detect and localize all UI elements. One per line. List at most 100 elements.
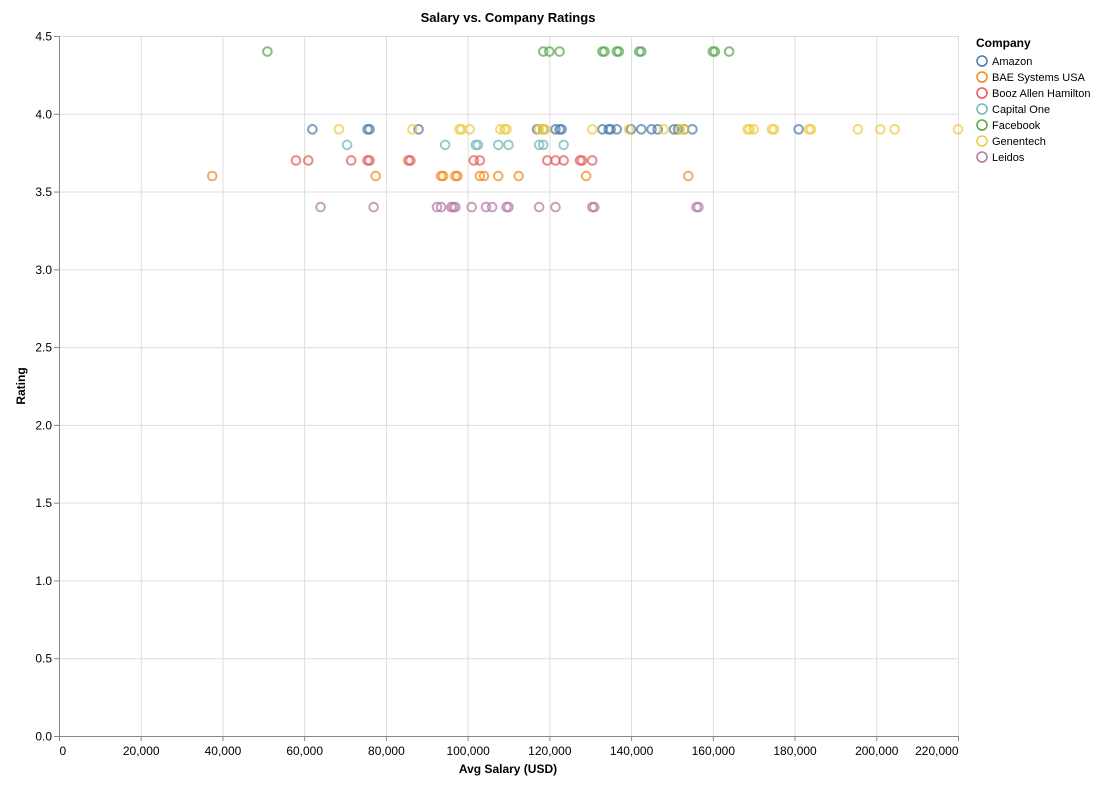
legend-symbol-facebook bbox=[976, 119, 988, 131]
point-leidos bbox=[431, 201, 443, 213]
y-tick-label: 0.5 bbox=[35, 652, 52, 666]
point-bae-systems-usa bbox=[492, 170, 504, 182]
point-booz-allen-hamilton bbox=[364, 155, 375, 166]
legend-label-bae-systems-usa: BAE Systems USA bbox=[992, 72, 1086, 84]
chart-title: Salary vs. Company Ratings bbox=[421, 10, 596, 25]
point-capital-one bbox=[533, 139, 545, 151]
point-bae-systems-usa bbox=[513, 170, 525, 182]
point-bae-systems-usa bbox=[580, 170, 592, 182]
point-genentech bbox=[407, 124, 418, 135]
point-amazon bbox=[668, 124, 680, 135]
point-genentech bbox=[333, 124, 345, 135]
point-amazon bbox=[550, 124, 561, 135]
point-genentech bbox=[768, 124, 780, 135]
x-tick-label: 80,000 bbox=[368, 744, 405, 758]
point-leidos bbox=[503, 201, 514, 213]
point-genentech bbox=[805, 124, 817, 135]
point-bae-systems-usa bbox=[478, 170, 490, 182]
point-amazon bbox=[646, 124, 657, 135]
point-leidos bbox=[550, 201, 561, 213]
y-tick-label: 4.0 bbox=[35, 107, 52, 121]
x-tick-label: 0 bbox=[60, 744, 67, 758]
legend-symbol-booz-allen-hamilton bbox=[976, 87, 988, 99]
point-bae-systems-usa bbox=[683, 170, 694, 182]
point-leidos bbox=[435, 201, 447, 213]
point-capital-one bbox=[503, 139, 514, 151]
point-leidos bbox=[450, 201, 461, 213]
point-genentech bbox=[658, 124, 670, 135]
point-booz-allen-hamilton bbox=[558, 155, 569, 166]
y-tick-label: 1.5 bbox=[35, 496, 52, 510]
point-facebook bbox=[537, 46, 549, 57]
y-tick-label: 1.0 bbox=[35, 574, 52, 588]
point-capital-one bbox=[472, 139, 484, 151]
point-facebook bbox=[709, 46, 721, 57]
point-booz-allen-hamilton bbox=[586, 155, 598, 166]
point-genentech bbox=[533, 124, 545, 135]
x-tick-label: 220,000 bbox=[915, 744, 959, 758]
point-leidos bbox=[693, 201, 704, 213]
point-genentech bbox=[623, 124, 635, 135]
point-genentech bbox=[539, 124, 551, 135]
y-axis-title: Rating bbox=[14, 367, 28, 404]
point-leidos bbox=[480, 201, 492, 213]
legend: Company Amazon BAE Systems USA Booz Allen … bbox=[976, 36, 1090, 164]
x-tick-label: 20,000 bbox=[123, 744, 160, 758]
legend-symbol-amazon bbox=[976, 55, 988, 67]
point-facebook bbox=[599, 46, 610, 57]
y-tick-label: 4.5 bbox=[35, 30, 52, 44]
point-leidos bbox=[466, 201, 478, 213]
point-amazon bbox=[364, 124, 375, 135]
x-tick-label: 120,000 bbox=[528, 744, 572, 758]
legend-symbol-capital-one bbox=[976, 103, 988, 115]
point-capital-one bbox=[537, 139, 549, 151]
point-booz-allen-hamilton bbox=[405, 155, 416, 166]
point-booz-allen-hamilton bbox=[290, 155, 302, 166]
legend-label-facebook: Facebook bbox=[992, 120, 1041, 132]
point-genentech bbox=[875, 124, 886, 135]
legend-label-leidos: Leidos bbox=[992, 152, 1025, 164]
legend-symbol-genentech bbox=[976, 135, 988, 147]
legend-label-amazon: Amazon bbox=[992, 56, 1032, 68]
point-genentech bbox=[674, 124, 686, 135]
y-tick-label: 2.5 bbox=[35, 341, 52, 355]
point-amazon bbox=[611, 124, 623, 135]
point-amazon bbox=[605, 124, 616, 135]
point-bae-systems-usa bbox=[206, 170, 218, 182]
point-booz-allen-hamilton bbox=[345, 155, 357, 166]
x-axis-title: Avg Salary (USD) bbox=[459, 762, 557, 776]
point-amazon bbox=[307, 124, 318, 135]
legend-symbol-leidos bbox=[976, 151, 988, 163]
point-capital-one bbox=[492, 139, 504, 151]
point-facebook bbox=[723, 46, 735, 57]
data-points bbox=[206, 46, 964, 213]
point-genentech bbox=[586, 124, 598, 135]
legend-title: Company bbox=[976, 36, 1031, 50]
point-amazon bbox=[556, 124, 567, 135]
point-capital-one bbox=[341, 139, 353, 151]
legend-label-capital-one: Capital One bbox=[992, 104, 1050, 116]
point-facebook bbox=[544, 46, 555, 57]
point-genentech bbox=[952, 124, 964, 135]
point-amazon bbox=[636, 124, 647, 135]
x-tick-label: 40,000 bbox=[205, 744, 242, 758]
point-booz-allen-hamilton bbox=[474, 155, 486, 166]
point-genentech bbox=[852, 124, 864, 135]
legend-symbol-bae-systems-usa bbox=[976, 71, 988, 83]
point-facebook bbox=[554, 46, 565, 57]
x-tick-label: 100,000 bbox=[446, 744, 490, 758]
legend-label-genentech: Genentech bbox=[992, 136, 1046, 148]
point-bae-systems-usa bbox=[452, 170, 463, 182]
x-tick-label: 160,000 bbox=[692, 744, 736, 758]
point-booz-allen-hamilton bbox=[468, 155, 480, 166]
point-genentech bbox=[744, 124, 755, 135]
legend-label-booz-allen-hamilton: Booz Allen Hamilton bbox=[992, 88, 1090, 100]
point-capital-one bbox=[558, 139, 569, 151]
point-leidos bbox=[533, 201, 545, 213]
point-amazon bbox=[793, 124, 804, 135]
x-tick-label: 60,000 bbox=[286, 744, 323, 758]
point-bae-systems-usa bbox=[437, 170, 449, 182]
point-genentech bbox=[501, 124, 512, 135]
point-leidos bbox=[368, 201, 379, 213]
